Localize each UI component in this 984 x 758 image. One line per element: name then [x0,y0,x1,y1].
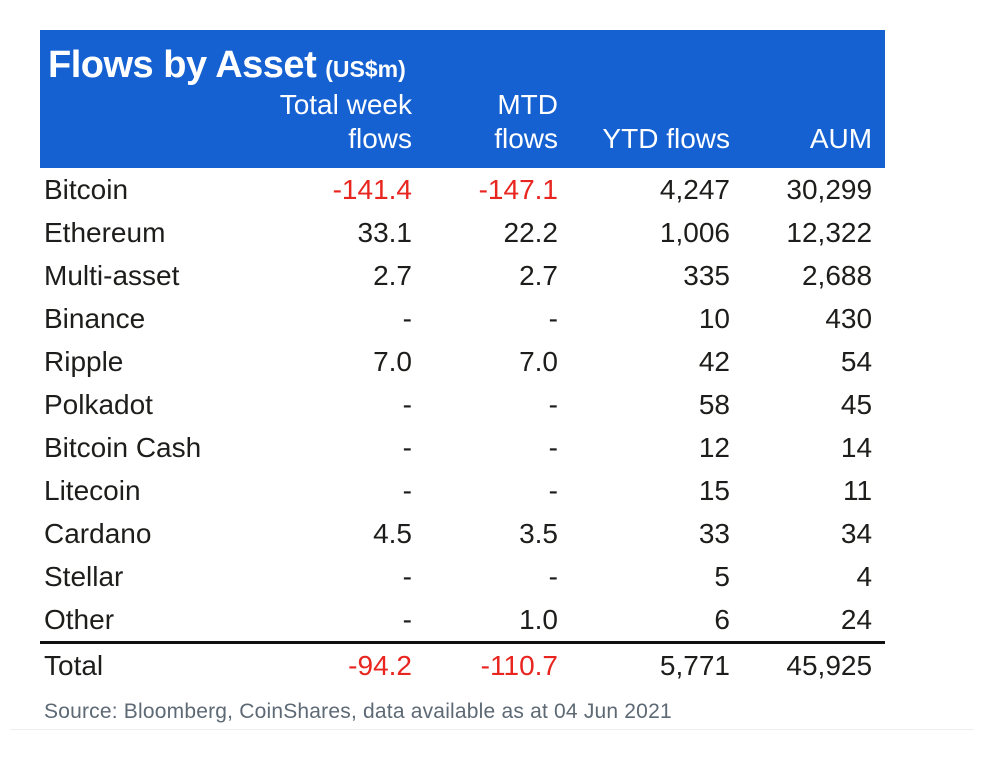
asset-name: Polkadot [44,389,153,420]
flows-table: Flows by Asset (US$m) Total week flows MT… [40,30,886,687]
cell-ytd: 1,006 [659,217,730,248]
cell-aum: 430 [825,303,873,334]
table-title-bar: Flows by Asset (US$m) [40,30,886,88]
table-header: Flows by Asset (US$m) Total week flows MT… [40,30,886,168]
cell-ytd: 12 [698,432,730,463]
column-header-total-week-flows: Total week flows [240,88,412,168]
column-header-asset [40,88,240,168]
asset-name: Other [44,604,115,635]
table-row: Ethereum 33.1 22.2 1,006 12,322 [40,211,885,254]
table-row: Polkadot - - 58 45 [40,383,885,426]
cell-week: 7.0 [373,346,412,377]
cell-aum: 4 [856,561,873,592]
table-title: Flows by Asset [48,44,317,86]
cell-week: 4.5 [373,518,412,549]
asset-name: Cardano [44,518,152,549]
cell-week: 2.7 [373,260,412,291]
cell-aum: 14 [840,432,873,463]
total-week-flows: -94.2 [240,641,412,687]
cell-week: - [402,561,412,592]
asset-name: Binance [44,303,146,334]
column-header-mtd-flows: MTD flows [412,88,558,168]
cell-aum: 34 [840,518,873,549]
total-ytd-flows: 5,771 [558,641,730,687]
total-mtd-flows: -110.7 [412,641,558,687]
asset-name: Ethereum [44,217,166,248]
table-row: Binance - - 10 430 [40,297,885,340]
cell-ytd: 6 [714,604,730,635]
table-row: Ripple 7.0 7.0 42 54 [40,340,885,383]
cell-mtd: - [548,303,558,334]
cell-mtd: -147.1 [478,174,558,205]
column-header-row: Total week flows MTD flows YTD flows AUM [40,88,886,168]
cell-aum: 11 [842,475,873,506]
column-header-ytd-flows: YTD flows [558,88,730,168]
cell-ytd: 58 [698,389,730,420]
cell-aum: 54 [840,346,873,377]
table-row: Bitcoin Cash - - 12 14 [40,426,885,469]
cell-aum: 24 [840,604,873,635]
asset-name: Litecoin [44,475,141,506]
table-row: Multi-asset 2.7 2.7 335 2,688 [40,254,885,297]
cell-ytd: 33 [698,518,730,549]
asset-rows: Bitcoin -141.4 -147.1 4,247 30,299 Ethereum 33… [40,168,885,643]
cell-aum: 12,322 [786,217,873,248]
cell-mtd: 1.0 [519,604,558,635]
source-note: Source: Bloomberg, CoinShares, data avai… [44,700,672,723]
cell-mtd: - [548,475,558,506]
cell-week: - [402,303,412,334]
asset-name: Bitcoin [44,174,129,205]
table-title-unit: (US$m) [325,56,406,82]
table-row: Cardano 4.5 3.5 33 34 [40,512,885,555]
cell-ytd: 4,247 [659,174,730,205]
cell-mtd: 3.5 [519,518,558,549]
cell-week: - [402,604,412,635]
cell-aum: 30,299 [786,174,873,205]
asset-name: Multi-asset [44,260,180,291]
cell-aum: 2,688 [801,260,873,291]
table-row: Stellar - - 5 4 [40,555,885,598]
flows-table-container: Flows by Asset (US$m) Total week flows MT… [40,30,886,687]
cell-mtd: 7.0 [519,346,558,377]
total-aum: 45,925 [730,641,886,687]
cell-week: - [402,432,412,463]
cell-ytd: 10 [698,303,730,334]
cell-week: - [402,389,412,420]
asset-name: Ripple [44,346,124,377]
table-row: Other - 1.0 6 24 [40,598,885,643]
cell-ytd: 42 [698,346,730,377]
cell-aum: 45 [840,389,873,420]
total-label: Total [40,641,240,687]
cell-mtd: 22.2 [503,217,559,248]
cell-week: - [402,475,412,506]
cell-mtd: - [548,561,558,592]
cell-mtd: - [548,432,558,463]
total-row: Total -94.2 -110.7 5,771 45,925 [40,641,886,687]
cell-mtd: - [548,389,558,420]
cell-week: 33.1 [357,217,413,248]
table-row: Bitcoin -141.4 -147.1 4,247 30,299 [40,168,885,211]
column-header-aum: AUM [730,88,886,168]
cell-week: -141.4 [332,174,412,205]
bottom-divider [10,729,974,730]
cell-ytd: 15 [698,475,730,506]
cell-ytd: 5 [714,561,730,592]
cell-ytd: 335 [683,260,730,291]
cell-mtd: 2.7 [519,260,558,291]
table-row: Litecoin - - 15 11 [40,469,885,512]
asset-name: Bitcoin Cash [44,432,202,463]
asset-name: Stellar [44,561,124,592]
